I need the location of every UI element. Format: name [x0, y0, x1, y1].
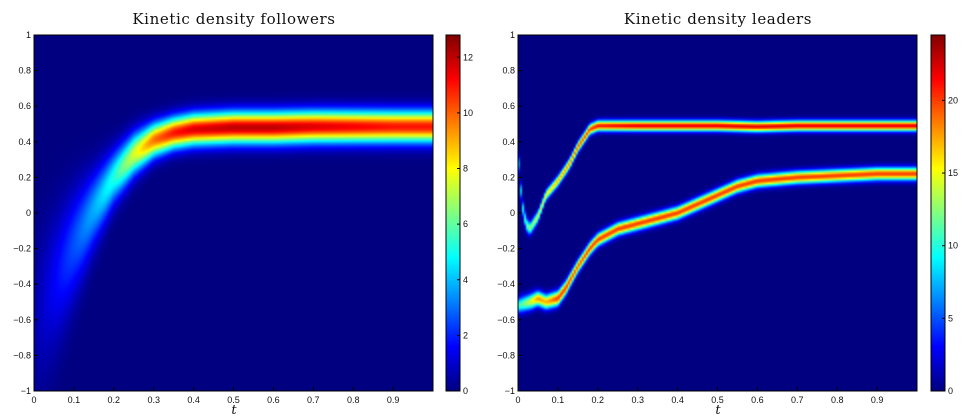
- x-axis-label-leaders: t: [715, 403, 721, 418]
- heatmap-image: [518, 35, 917, 391]
- colorbar-tick-label: 6: [463, 219, 468, 229]
- chart-title-leaders: Kinetic density leaders: [624, 10, 812, 28]
- x-tick-label: 0.6: [751, 395, 764, 405]
- colorbar-tick-label: 0: [948, 386, 953, 396]
- y-tick-label: 1: [510, 30, 515, 40]
- y-tick-label: −0.8: [13, 350, 31, 360]
- y-tick-label: 0.4: [18, 137, 31, 147]
- y-tick-label: 0.8: [502, 66, 515, 76]
- x-tick-label: 0: [31, 395, 36, 405]
- x-tick-label: 0: [515, 395, 520, 405]
- colorbar-leaders: 0 5 10 15 20: [930, 34, 958, 396]
- x-tick-label: 0.6: [267, 395, 280, 405]
- colorbar-tick-label: 10: [948, 241, 958, 251]
- x-tick-label: 0.5: [227, 395, 240, 405]
- colorbar-tick-label: 8: [463, 164, 468, 174]
- x-tick-label: 0.5: [711, 395, 724, 405]
- heatmap-image: [34, 35, 433, 391]
- x-tick-label: 0.4: [671, 395, 684, 405]
- colorbar-tick-label: 15: [948, 168, 958, 178]
- x-tick-label: 0.7: [307, 395, 320, 405]
- heatmap-followers: [34, 35, 433, 391]
- y-tick-label: −0.8: [497, 350, 515, 360]
- colorbar-tick-label: 12: [463, 52, 473, 62]
- y-tick-label: −1: [505, 386, 515, 396]
- y-tick-label: −0.2: [497, 244, 515, 254]
- y-axis-ticks-followers: −1 −0.8 −0.6 −0.4 −0.2 0 0.2 0.4 0.6 0.8 1: [13, 30, 38, 396]
- y-tick-label: 0.4: [502, 137, 515, 147]
- colorbar-tick-label: 2: [463, 330, 468, 340]
- y-tick-label: 0.2: [18, 172, 31, 182]
- colorbar-tick-label: 0: [463, 386, 468, 396]
- y-tick-label: 1: [26, 30, 31, 40]
- x-axis-label-followers: t: [231, 403, 237, 418]
- colorbar-strip-leaders: [930, 34, 946, 392]
- colorbar-tick-label: 20: [948, 95, 958, 105]
- heatmap-leaders: [518, 35, 917, 391]
- x-tick-label: 0.4: [187, 395, 200, 405]
- x-tick-label: 0.7: [791, 395, 804, 405]
- y-tick-label: −0.4: [13, 279, 31, 289]
- colorbar-strip-followers: [445, 34, 461, 392]
- x-tick-label: 0.3: [147, 395, 160, 405]
- y-tick-label: −0.6: [13, 315, 31, 325]
- x-tick-label: 0.9: [871, 395, 884, 405]
- colorbar-tick-label: 10: [463, 108, 473, 118]
- colorbar-followers: 0 2 4 6 8 10 12: [445, 34, 473, 396]
- y-tick-label: −0.6: [497, 315, 515, 325]
- y-axis-ticks-leaders: −1 −0.8 −0.6 −0.4 −0.2 0 0.2 0.4 0.6 0.8 1: [497, 30, 522, 396]
- y-tick-label: 0.6: [502, 101, 515, 111]
- panel-leaders: Kinetic density leaders 0 0.1 0.2 0.3 0.4 0.5…: [497, 10, 958, 418]
- y-tick-label: −0.2: [13, 244, 31, 254]
- x-axis-ticks-followers: 0 0.1 0.2 0.3 0.4 0.5 0.6 0.7 0.8 0.9: [31, 387, 399, 405]
- colorbar-tick-label: 5: [948, 313, 953, 323]
- y-tick-label: 0.2: [502, 172, 515, 182]
- y-tick-label: −0.4: [497, 279, 515, 289]
- colorbar-tick-label: 4: [463, 275, 468, 285]
- y-tick-label: 0: [510, 208, 515, 218]
- x-axis-ticks-leaders: 0 0.1 0.2 0.3 0.4 0.5 0.6 0.7 0.8 0.9: [515, 387, 883, 405]
- x-tick-label: 0.1: [68, 395, 81, 405]
- y-tick-label: −1: [21, 386, 31, 396]
- x-tick-label: 0.1: [552, 395, 565, 405]
- x-tick-label: 0.8: [347, 395, 360, 405]
- y-tick-label: 0.8: [18, 66, 31, 76]
- x-tick-label: 0.3: [631, 395, 644, 405]
- chart-title-followers: Kinetic density followers: [132, 10, 335, 28]
- x-tick-label: 0.2: [108, 395, 121, 405]
- colorbar-ticks-leaders: 0 5 10 15 20: [942, 95, 958, 396]
- colorbar-ticks-followers: 0 2 4 6 8 10 12: [457, 52, 473, 396]
- x-tick-label: 0.2: [592, 395, 605, 405]
- x-tick-label: 0.9: [387, 395, 400, 405]
- y-tick-label: 0: [26, 208, 31, 218]
- x-tick-label: 0.8: [831, 395, 844, 405]
- panel-followers: Kinetic density followers 0 0.1 0.2 0.3 0.4 0…: [13, 10, 473, 418]
- y-tick-label: 0.6: [18, 101, 31, 111]
